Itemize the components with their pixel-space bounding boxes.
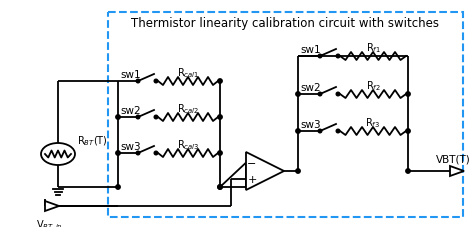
Circle shape [116,185,120,189]
Ellipse shape [41,143,75,165]
Circle shape [136,116,140,119]
Circle shape [136,80,140,84]
Text: R$_{f1}$: R$_{f1}$ [365,41,381,55]
Text: R$_{f2}$: R$_{f2}$ [365,79,381,92]
Circle shape [218,185,222,189]
Polygon shape [45,201,59,211]
Text: R$_{cal2}$: R$_{cal2}$ [177,102,199,115]
Text: Thermistor linearity calibration circuit with switches: Thermistor linearity calibration circuit… [131,16,439,29]
Circle shape [406,129,410,134]
Circle shape [218,151,222,155]
Circle shape [318,93,322,96]
Circle shape [154,80,158,84]
Circle shape [296,92,300,97]
Circle shape [318,55,322,59]
Text: sw1: sw1 [300,45,320,55]
Circle shape [406,169,410,173]
Polygon shape [246,152,284,190]
Circle shape [296,129,300,134]
Text: R$_{cal1}$: R$_{cal1}$ [177,66,199,79]
Text: +: + [247,174,257,184]
Text: sw3: sw3 [300,119,320,129]
Text: sw2: sw2 [120,106,141,116]
Circle shape [116,115,120,120]
Circle shape [318,130,322,133]
Text: R$_{f3}$: R$_{f3}$ [365,116,381,129]
Text: sw3: sw3 [120,141,141,151]
Text: sw1: sw1 [120,70,141,80]
Circle shape [336,55,340,59]
Circle shape [218,115,222,120]
Circle shape [154,152,158,155]
Circle shape [336,130,340,133]
Text: −: − [247,159,257,169]
Circle shape [336,93,340,96]
Circle shape [136,152,140,155]
Text: VBT(T): VBT(T) [436,154,470,164]
Polygon shape [450,166,464,176]
Circle shape [116,151,120,155]
Circle shape [406,92,410,97]
Circle shape [218,185,222,189]
Circle shape [218,79,222,84]
Circle shape [154,116,158,119]
Text: R$_{cal3}$: R$_{cal3}$ [177,138,199,151]
Circle shape [296,169,300,173]
Text: sw2: sw2 [300,83,320,93]
Text: R$_{BT}$(T): R$_{BT}$(T) [77,134,108,147]
Text: V$_{BT\_in}$: V$_{BT\_in}$ [36,218,63,227]
